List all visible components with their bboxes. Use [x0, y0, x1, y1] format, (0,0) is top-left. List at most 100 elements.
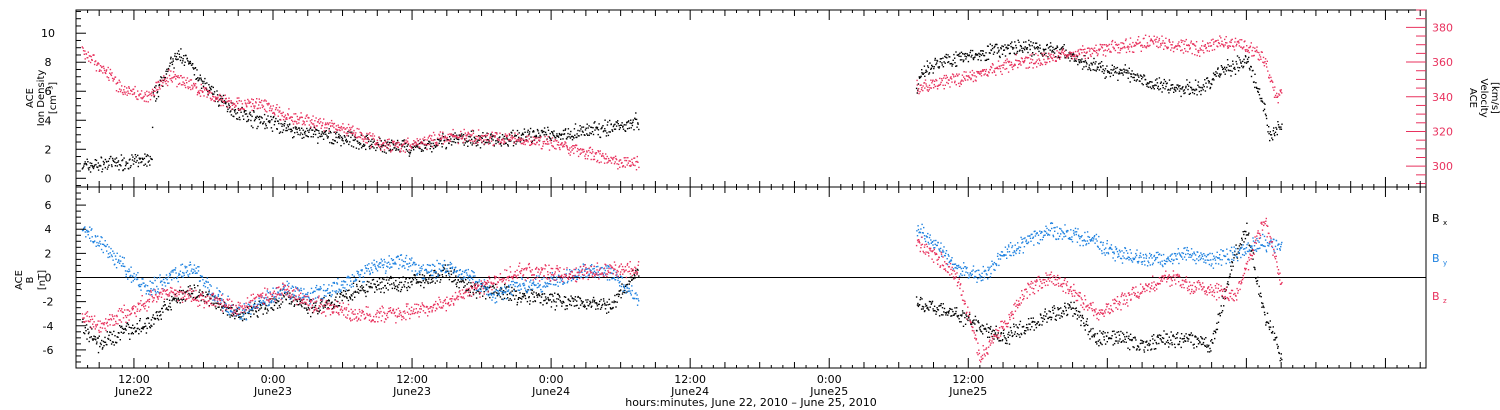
- data-point: [576, 136, 578, 139]
- data-point: [584, 305, 586, 308]
- data-point: [622, 165, 625, 167]
- data-point: [607, 161, 609, 163]
- data-point: [575, 305, 577, 307]
- data-point: [1232, 45, 1234, 47]
- data-point: [500, 141, 503, 144]
- data-point: [1069, 306, 1071, 308]
- data-point: [974, 323, 976, 325]
- data-point: [146, 165, 148, 167]
- data-point: [198, 291, 200, 293]
- data-point: [547, 135, 549, 138]
- data-point: [491, 292, 493, 295]
- data-point: [967, 79, 969, 81]
- data-point: [1093, 336, 1095, 338]
- data-point: [187, 87, 190, 90]
- data-point: [1100, 61, 1103, 63]
- data-point: [375, 286, 377, 289]
- data-point: [973, 72, 975, 74]
- data-point: [1229, 45, 1231, 47]
- data-point: [618, 290, 620, 292]
- data-point: [375, 149, 377, 152]
- data-point: [328, 128, 330, 130]
- data-point: [349, 297, 351, 299]
- data-point: [998, 55, 1001, 57]
- data-point: [1206, 77, 1208, 80]
- data-point: [963, 71, 965, 73]
- data-point: [256, 306, 258, 308]
- data-point: [290, 128, 293, 131]
- data-point: [156, 91, 159, 93]
- data-point: [1002, 67, 1004, 69]
- data-point: [1224, 290, 1226, 293]
- data-point: [291, 119, 293, 121]
- data-point: [499, 289, 501, 292]
- data-point: [982, 70, 984, 72]
- data-point: [1266, 66, 1268, 68]
- data-point: [533, 291, 535, 293]
- data-point: [615, 125, 618, 127]
- data-point: [110, 155, 112, 158]
- data-point: [1000, 64, 1002, 67]
- data-point: [987, 71, 990, 73]
- data-point: [130, 333, 133, 335]
- data-point: [1209, 42, 1211, 44]
- data-point: [924, 75, 926, 77]
- data-point: [532, 130, 535, 132]
- data-point: [934, 80, 936, 82]
- data-point: [201, 294, 203, 296]
- data-point: [1115, 43, 1118, 46]
- data-point: [224, 301, 226, 304]
- data-point: [297, 118, 299, 121]
- data-point: [95, 60, 97, 62]
- data-point: [1202, 341, 1205, 344]
- data-point: [1206, 77, 1209, 79]
- data-point: [214, 100, 216, 102]
- data-point: [1174, 89, 1176, 91]
- data-point: [93, 54, 95, 56]
- data-point: [927, 65, 929, 67]
- data-point: [522, 296, 525, 298]
- data-point: [1170, 339, 1172, 341]
- data-point: [1114, 49, 1117, 52]
- data-point: [619, 166, 621, 168]
- data-point: [1017, 39, 1019, 41]
- data-point: [133, 160, 135, 162]
- data-point: [373, 147, 375, 149]
- data-point: [362, 145, 364, 147]
- data-point: [1161, 35, 1163, 37]
- data-point: [1112, 69, 1114, 71]
- data-point: [356, 140, 359, 142]
- data-point: [285, 299, 287, 301]
- data-point: [508, 293, 511, 295]
- data-point: [630, 119, 632, 121]
- data-point: [1186, 336, 1188, 339]
- data-point: [253, 302, 256, 305]
- data-point: [213, 302, 215, 305]
- data-point: [1216, 322, 1218, 324]
- data-point: [1100, 66, 1102, 69]
- data-point: [105, 72, 107, 75]
- data-point: [1099, 341, 1102, 344]
- data-point: [953, 53, 955, 56]
- data-point: [594, 152, 596, 154]
- data-point: [628, 280, 630, 282]
- data-point: [511, 134, 513, 137]
- data-point: [108, 158, 111, 160]
- data-point: [452, 128, 454, 131]
- data-point: [229, 316, 231, 318]
- data-point: [970, 78, 972, 81]
- data-point: [1173, 335, 1175, 338]
- data-point: [1175, 90, 1177, 92]
- data-point: [301, 133, 304, 136]
- data-point: [1026, 48, 1028, 50]
- data-point: [1206, 344, 1208, 346]
- data-point: [269, 107, 271, 109]
- data-point: [396, 146, 398, 148]
- data-point: [513, 141, 515, 143]
- data-point: [247, 98, 249, 101]
- data-point: [1019, 336, 1021, 338]
- data-point: [125, 91, 127, 93]
- data-point: [1257, 91, 1260, 93]
- data-point: [1030, 41, 1032, 43]
- data-point: [333, 131, 335, 133]
